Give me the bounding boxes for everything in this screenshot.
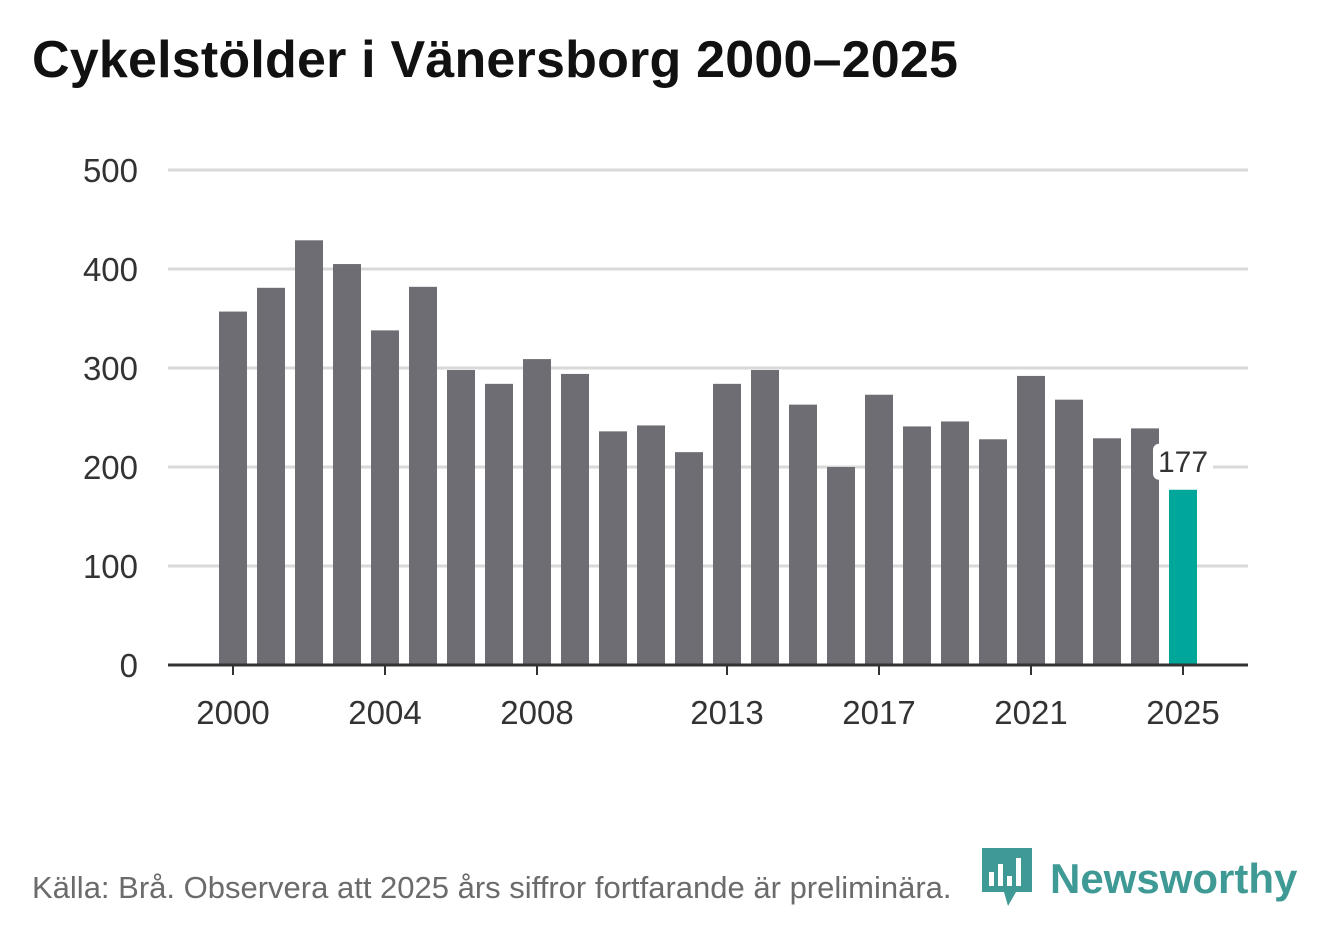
- bar-2020: [979, 439, 1007, 665]
- bar-2010: [599, 431, 627, 665]
- bar-2022: [1055, 399, 1083, 665]
- bar-2003: [333, 264, 361, 665]
- bar-2008: [523, 359, 551, 665]
- bar-2025: [1169, 489, 1197, 665]
- y-tick-label: 100: [83, 548, 138, 585]
- x-tick-label: 2021: [994, 694, 1067, 731]
- bar-2018: [903, 426, 931, 665]
- bar-chart: 0 100 200 300 400 500 2000 2004 2008 2013 2017 2021…: [83, 152, 1248, 731]
- y-tick-label: 0: [120, 647, 138, 684]
- bar-2011: [637, 425, 665, 665]
- brand-name: Newsworthy: [1050, 855, 1298, 902]
- x-tick-label: 2025: [1146, 694, 1219, 731]
- x-tick-label: 2017: [842, 694, 915, 731]
- x-tick-label: 2000: [196, 694, 269, 731]
- bar-2005: [409, 286, 437, 665]
- bar-2006: [447, 369, 475, 665]
- bar-2017: [865, 394, 893, 665]
- y-tick-label: 300: [83, 350, 138, 387]
- bar-2021: [1017, 375, 1045, 665]
- newsworthy-logo-icon: [982, 848, 1032, 906]
- bar-2019: [941, 421, 969, 665]
- y-tick-label: 400: [83, 251, 138, 288]
- annotation-label-2025: 177: [1158, 446, 1208, 479]
- y-tick-label: 500: [83, 152, 138, 189]
- bar-2015: [789, 404, 817, 665]
- x-tick-label: 2004: [348, 694, 421, 731]
- bar-2014: [751, 369, 779, 665]
- bar-2009: [561, 373, 589, 665]
- bar-2004: [371, 330, 399, 665]
- newsworthy-logo: Newsworthy: [982, 848, 1297, 910]
- bar-2007: [485, 383, 513, 665]
- bar-2023: [1093, 438, 1121, 665]
- chart-title: Cykelstölder i Vänersborg 2000–2025: [32, 31, 959, 89]
- bar-2016: [827, 467, 855, 665]
- x-tick-label: 2013: [690, 694, 763, 731]
- bar-2001: [257, 287, 285, 665]
- x-tick-label: 2008: [500, 694, 573, 731]
- annotation-background: [1153, 443, 1213, 480]
- bar-2002: [295, 240, 323, 666]
- y-tick-label: 200: [83, 449, 138, 486]
- bar-2012: [675, 452, 703, 665]
- bar-2000: [219, 311, 247, 665]
- bar-2013: [713, 383, 741, 665]
- source-note: Källa: Brå. Observera att 2025 års siffr…: [32, 870, 952, 905]
